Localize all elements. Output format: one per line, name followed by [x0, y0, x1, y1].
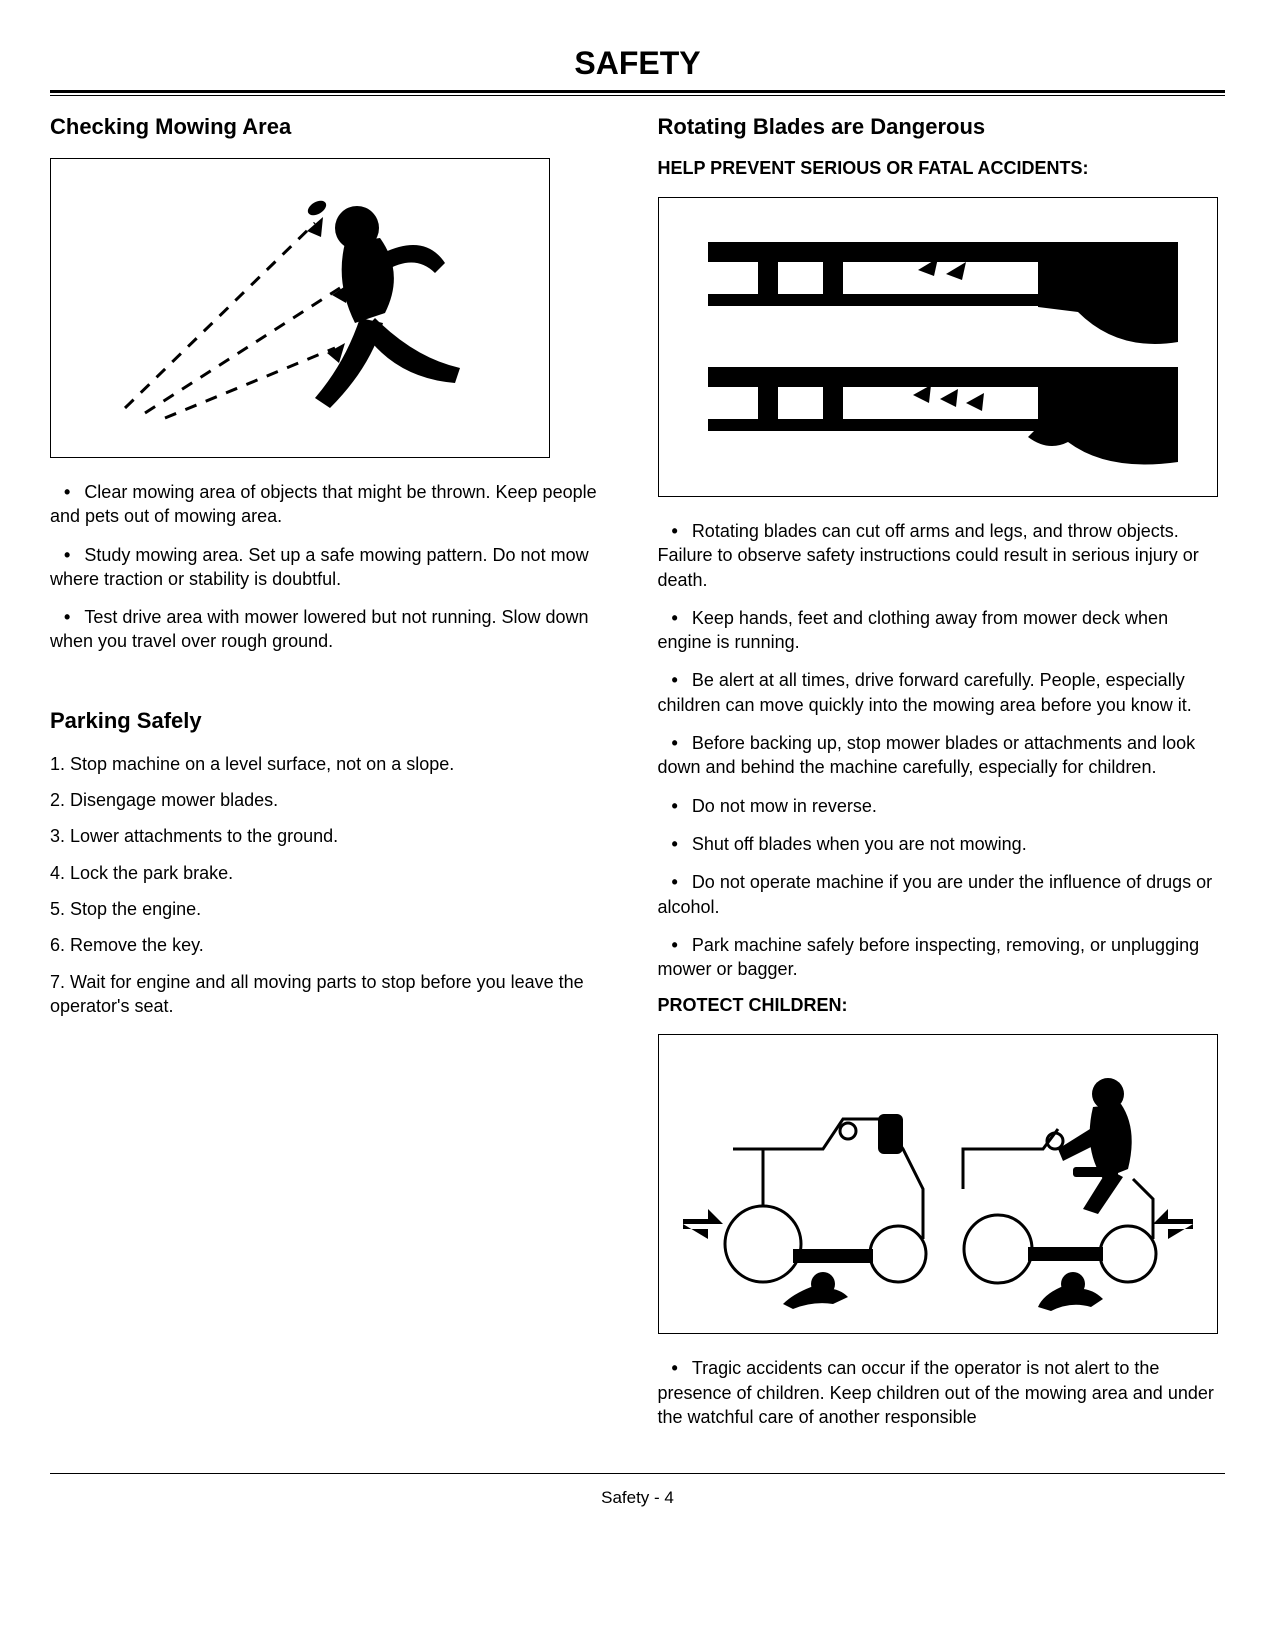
- page-title: SAFETY: [50, 45, 1225, 82]
- list-item: Rotating blades can cut off arms and leg…: [658, 519, 1226, 592]
- section-rotating-blades: Rotating Blades are Dangerous HELP PREVE…: [658, 114, 1226, 981]
- list-item: Do not operate machine if you are under …: [658, 870, 1226, 919]
- blade-hand-foot-illustration: [658, 197, 1218, 497]
- right-column: Rotating Blades are Dangerous HELP PREVE…: [658, 114, 1226, 1443]
- list-item: Test drive area with mower lowered but n…: [50, 605, 618, 654]
- section-heading: Rotating Blades are Dangerous: [658, 114, 1226, 140]
- bullet-list: Clear mowing area of objects that might …: [50, 480, 618, 654]
- list-item: Be alert at all times, drive forward car…: [658, 668, 1226, 717]
- list-item: Keep hands, feet and clothing away from …: [658, 606, 1226, 655]
- list-item: Shut off blades when you are not mowing.: [658, 832, 1226, 856]
- bullet-list: Tragic accidents can occur if the operat…: [658, 1356, 1226, 1429]
- thrown-objects-person-icon: [85, 173, 515, 443]
- section-checking-mowing: Checking Mowing Area: [50, 114, 618, 654]
- page-footer: Safety - 4: [50, 1488, 1225, 1508]
- list-item: 2. Disengage mower blades.: [50, 788, 618, 812]
- list-item: Tragic accidents can occur if the operat…: [658, 1356, 1226, 1429]
- section-parking-safely: Parking Safely 1. Stop machine on a leve…: [50, 708, 618, 1018]
- list-item: Study mowing area. Set up a safe mowing …: [50, 543, 618, 592]
- list-item: 1. Stop machine on a level surface, not …: [50, 752, 618, 776]
- subheading: PROTECT CHILDREN:: [658, 995, 1226, 1016]
- list-item: Do not mow in reverse.: [658, 794, 1226, 818]
- left-column: Checking Mowing Area: [50, 114, 618, 1443]
- list-item: Clear mowing area of objects that might …: [50, 480, 618, 529]
- list-item: Before backing up, stop mower blades or …: [658, 731, 1226, 780]
- list-item: 6. Remove the key.: [50, 933, 618, 957]
- section-protect-children: PROTECT CHILDREN:: [658, 995, 1226, 1429]
- section-heading: Parking Safely: [50, 708, 618, 734]
- footer-rule: [50, 1473, 1225, 1474]
- list-item: 3. Lower attachments to the ground.: [50, 824, 618, 848]
- title-rule: [50, 90, 1225, 96]
- list-item: Park machine safely before inspecting, r…: [658, 933, 1226, 982]
- blade-hand-foot-icon: [678, 212, 1198, 482]
- list-item: 4. Lock the park brake.: [50, 861, 618, 885]
- mower-children-illustration: [658, 1034, 1218, 1334]
- subheading: HELP PREVENT SERIOUS OR FATAL ACCIDENTS:: [658, 158, 1226, 179]
- mower-children-icon: [673, 1049, 1203, 1319]
- thrown-objects-illustration: [50, 158, 550, 458]
- list-item: 5. Stop the engine.: [50, 897, 618, 921]
- bullet-list: Rotating blades can cut off arms and leg…: [658, 519, 1226, 981]
- section-heading: Checking Mowing Area: [50, 114, 618, 140]
- list-item: 7. Wait for engine and all moving parts …: [50, 970, 618, 1019]
- number-list: 1. Stop machine on a level surface, not …: [50, 752, 618, 1018]
- content-columns: Checking Mowing Area: [50, 114, 1225, 1443]
